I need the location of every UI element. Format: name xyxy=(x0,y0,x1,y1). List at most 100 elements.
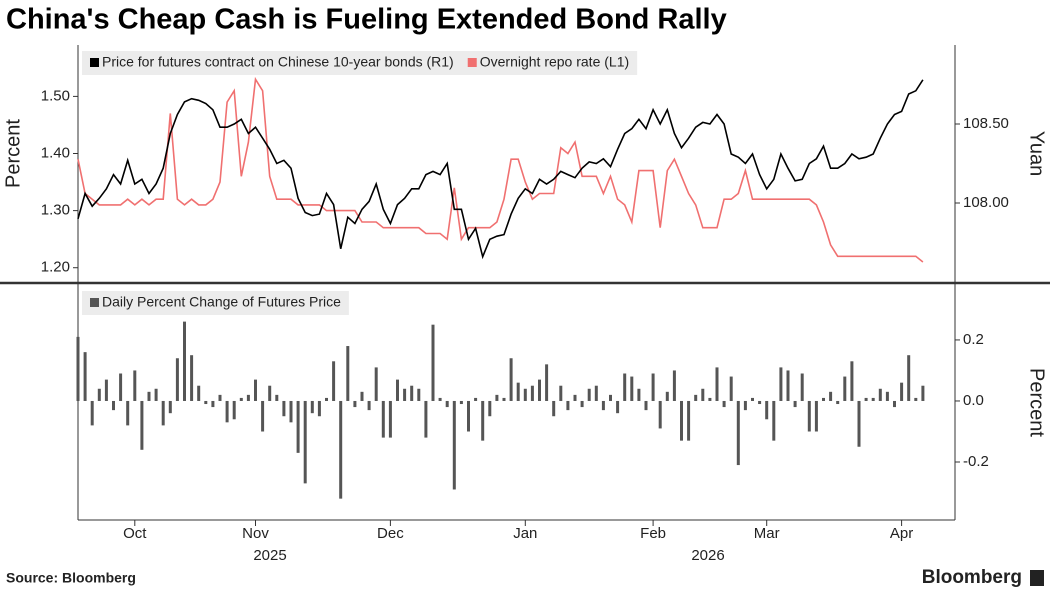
bar xyxy=(388,400,392,438)
bar xyxy=(843,376,847,401)
bar xyxy=(651,373,655,401)
y-tick-label: -0.2 xyxy=(963,453,989,470)
bar xyxy=(658,400,662,429)
y2-tick-label: 108.00 xyxy=(963,194,1009,211)
bar xyxy=(864,397,868,401)
x-tick-label: Jan xyxy=(513,525,537,542)
bar xyxy=(204,400,208,405)
bar xyxy=(871,397,875,401)
bar xyxy=(325,397,328,401)
brand: Bloomberg xyxy=(922,567,1022,588)
bar xyxy=(467,400,470,432)
bar xyxy=(878,388,882,401)
bar xyxy=(403,388,407,401)
bar xyxy=(225,400,229,423)
bar xyxy=(566,400,570,411)
bar xyxy=(282,400,286,417)
bar xyxy=(332,361,336,401)
y2-axis-label: Yuan xyxy=(1026,131,1048,177)
legend-swatch xyxy=(90,298,99,307)
bar xyxy=(76,336,80,401)
bar xyxy=(914,397,918,401)
bar xyxy=(481,400,485,441)
bar xyxy=(452,400,456,490)
bar xyxy=(211,400,215,408)
bar xyxy=(736,400,740,466)
bar xyxy=(261,400,265,432)
bar xyxy=(438,397,442,401)
legend-bg xyxy=(82,51,638,75)
bar xyxy=(218,394,222,401)
bar xyxy=(594,385,598,401)
bar xyxy=(672,370,676,401)
bar xyxy=(850,361,854,401)
bar xyxy=(154,388,158,401)
bar xyxy=(623,373,627,401)
bar xyxy=(538,379,541,401)
bar xyxy=(232,400,236,420)
legend-swatch xyxy=(467,58,477,67)
bar xyxy=(814,400,818,432)
bar xyxy=(694,394,698,401)
bar xyxy=(190,355,194,401)
bar xyxy=(545,364,549,401)
bar xyxy=(587,388,591,401)
bar xyxy=(83,352,87,401)
bar xyxy=(530,385,534,401)
bar xyxy=(687,400,691,441)
bar xyxy=(644,400,648,411)
bar xyxy=(573,394,577,401)
bar xyxy=(502,397,506,401)
bar xyxy=(360,391,364,401)
line-series xyxy=(77,76,924,263)
bar xyxy=(758,400,762,405)
y-tick-label: 1.40 xyxy=(41,144,70,161)
y-tick-label: 1.20 xyxy=(41,259,70,276)
bar xyxy=(431,324,435,401)
bar xyxy=(523,388,527,401)
bar xyxy=(381,400,385,438)
bar xyxy=(907,355,911,401)
bar xyxy=(552,400,556,417)
bar xyxy=(729,376,733,401)
bar xyxy=(119,373,123,401)
bar xyxy=(268,385,272,401)
chart-title: China's Cheap Cash is Fueling Extended B… xyxy=(6,4,727,36)
bar xyxy=(346,346,350,401)
y-tick-label: 1.30 xyxy=(41,202,70,219)
legend-label: Daily Percent Change of Futures Price xyxy=(102,294,341,310)
bar xyxy=(417,388,421,401)
bar xyxy=(921,385,925,401)
bar xyxy=(708,397,712,401)
bar xyxy=(140,400,144,450)
bar xyxy=(254,379,257,401)
bar xyxy=(112,400,115,411)
bar xyxy=(445,400,449,408)
bar xyxy=(197,385,201,401)
bar xyxy=(310,400,314,414)
x-tick-label: Mar xyxy=(754,525,780,542)
x-tick-label: Oct xyxy=(123,525,147,542)
x-year-label: 2025 xyxy=(253,547,286,564)
bar xyxy=(459,400,463,405)
source: Source: Bloomberg xyxy=(6,570,136,586)
bar xyxy=(751,397,754,401)
bar xyxy=(580,400,584,408)
bar xyxy=(701,388,705,401)
bar xyxy=(772,400,776,441)
bar xyxy=(161,400,165,426)
bar xyxy=(126,400,130,426)
bar xyxy=(665,391,669,401)
bar xyxy=(133,370,137,401)
x-tick-label: Nov xyxy=(242,525,269,542)
bar xyxy=(367,400,371,411)
bar xyxy=(743,400,747,411)
y-axis-label: Percent xyxy=(1026,368,1048,437)
legend-label: Overnight repo rate (L1) xyxy=(480,54,629,70)
y-tick-label: 1.50 xyxy=(41,87,70,104)
y-tick-label: 0.0 xyxy=(963,392,984,409)
x-year-label: 2026 xyxy=(691,547,724,564)
bar xyxy=(786,370,790,401)
bar xyxy=(175,358,179,401)
